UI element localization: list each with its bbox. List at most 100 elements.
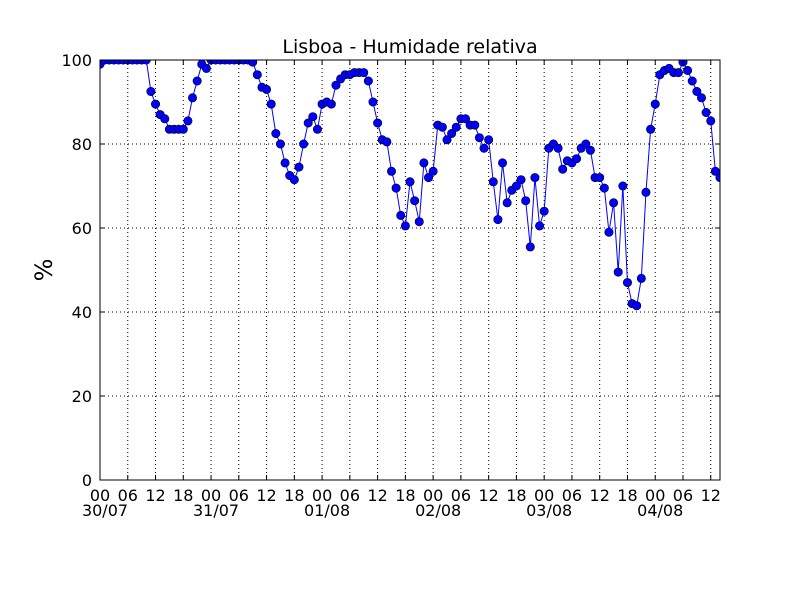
data-point — [248, 60, 258, 67]
data-point — [585, 145, 595, 155]
data-point — [424, 173, 434, 183]
data-point — [331, 80, 341, 90]
data-point — [461, 114, 471, 124]
data-point — [599, 183, 609, 193]
x-date-label: 30/07 — [82, 501, 128, 520]
data-point — [696, 93, 706, 103]
data-point — [442, 135, 452, 145]
x-date-label: 01/08 — [304, 501, 350, 520]
x-tick-label: 18 — [617, 486, 637, 505]
data-point — [299, 139, 309, 149]
y-tick-label: 40 — [72, 303, 92, 322]
data-point — [428, 166, 438, 176]
x-tick-label: 18 — [395, 486, 415, 505]
data-point — [609, 198, 619, 208]
data-point — [373, 118, 383, 128]
data-point — [271, 129, 281, 139]
data-point — [266, 99, 276, 109]
data-point — [146, 87, 156, 97]
data-point — [650, 99, 660, 109]
data-point — [262, 84, 272, 94]
x-tick-label: 00 — [423, 486, 443, 505]
data-point — [252, 70, 262, 80]
x-tick-label: 12 — [367, 486, 387, 505]
data-point — [572, 154, 582, 164]
x-tick-label: 18 — [506, 486, 526, 505]
data-point — [535, 221, 545, 231]
x-tick-label: 00 — [90, 486, 110, 505]
x-tick-label: 06 — [118, 486, 138, 505]
chart-title: Lisboa - Humidade relativa — [282, 36, 537, 58]
data-point — [618, 181, 628, 191]
data-point — [673, 68, 683, 78]
x-date-label: 03/08 — [526, 501, 572, 520]
data-point — [201, 63, 211, 73]
x-tick-label: 06 — [451, 486, 471, 505]
data-point — [521, 196, 531, 206]
y-tick-label: 60 — [72, 219, 92, 238]
data-point — [622, 278, 632, 288]
data-point — [558, 164, 568, 174]
data-point — [308, 112, 318, 122]
data-point — [692, 87, 702, 97]
data-point — [303, 118, 313, 128]
data-point — [419, 158, 429, 168]
plot-area — [100, 60, 720, 311]
data-point — [188, 93, 198, 103]
data-point — [479, 143, 489, 153]
data-point — [414, 217, 424, 227]
data-point — [493, 215, 503, 225]
x-tick-label: 06 — [340, 486, 360, 505]
y-tick-label: 80 — [72, 135, 92, 154]
data-point — [396, 210, 406, 220]
data-point — [530, 173, 540, 183]
data-point — [613, 267, 623, 277]
series-layer — [100, 60, 720, 311]
data-point — [474, 133, 484, 143]
data-point — [511, 181, 521, 191]
data-point — [289, 175, 299, 185]
data-point — [451, 122, 461, 132]
data-point — [706, 116, 716, 126]
axis-ticks — [99, 59, 720, 481]
data-point — [641, 187, 651, 197]
x-tick-label: 00 — [534, 486, 554, 505]
data-point — [405, 177, 415, 187]
y-axis-label: % — [30, 259, 58, 282]
data-point — [516, 175, 526, 185]
data-point — [470, 120, 480, 130]
y-tick-label: 100 — [61, 51, 92, 70]
data-point — [553, 143, 563, 153]
data-point — [382, 137, 392, 147]
x-tick-label: 12 — [478, 486, 498, 505]
data-point — [484, 135, 494, 145]
x-tick-label: 06 — [562, 486, 582, 505]
data-point — [386, 166, 396, 176]
x-tick-label: 06 — [673, 486, 693, 505]
x-tick-label: 18 — [173, 486, 193, 505]
data-point — [687, 76, 697, 86]
grid-lines — [100, 60, 720, 480]
data-point — [502, 198, 512, 208]
data-point — [160, 114, 170, 124]
data-point — [683, 66, 693, 76]
plot-frame — [99, 59, 721, 481]
data-point — [368, 97, 378, 107]
x-tick-label: 00 — [312, 486, 332, 505]
data-point — [632, 301, 642, 311]
data-point — [312, 124, 322, 134]
data-point — [178, 124, 188, 134]
x-tick-label: 00 — [645, 486, 665, 505]
y-tick-label: 0 — [82, 471, 92, 490]
x-date-label: 31/07 — [193, 501, 239, 520]
data-point — [326, 99, 336, 109]
x-date-label: 04/08 — [637, 501, 683, 520]
data-point — [294, 162, 304, 172]
data-point — [604, 227, 614, 237]
data-point — [488, 177, 498, 187]
data-point — [400, 221, 410, 231]
data-point — [539, 206, 549, 216]
